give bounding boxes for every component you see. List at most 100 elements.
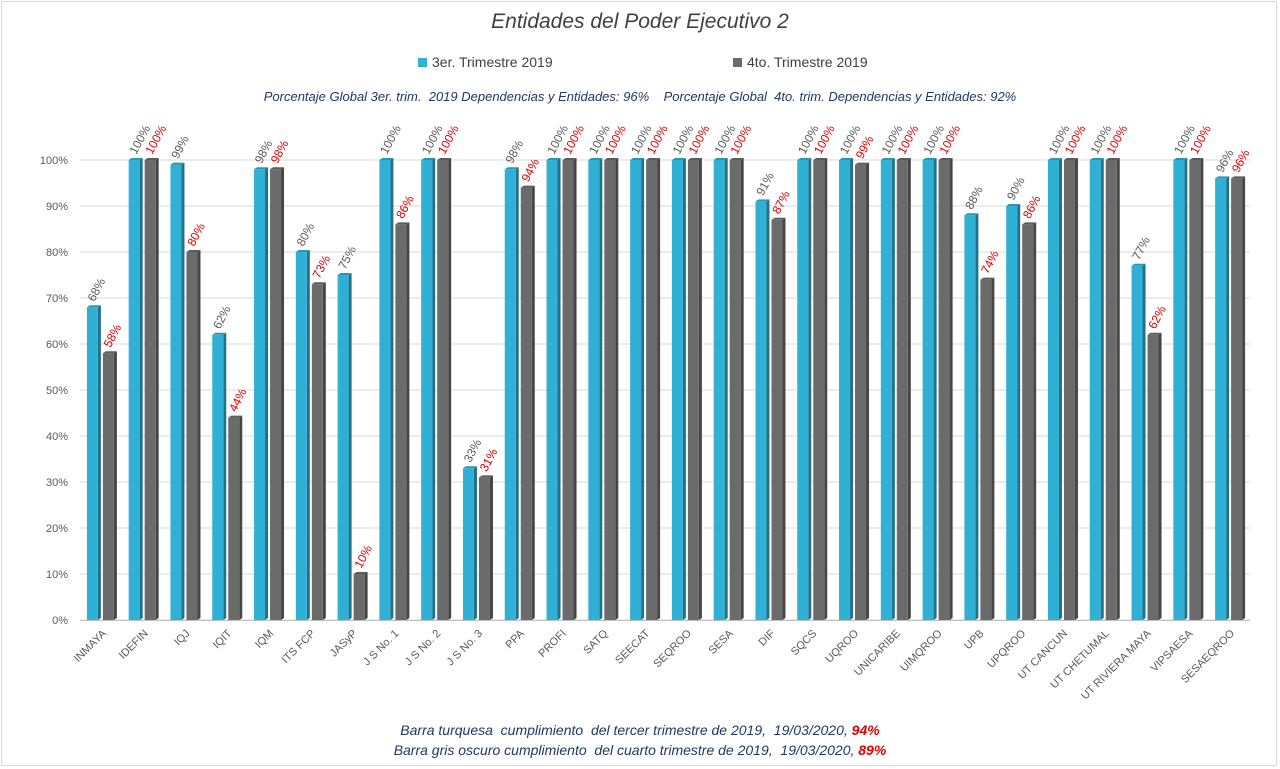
bar-side [531,185,535,620]
bar-top [170,162,185,165]
bar-top [1147,332,1162,335]
x-tick-label: DIF [757,627,778,648]
y-tick-label: 80% [46,247,68,259]
x-tick-label: IQIT [211,627,235,651]
x-tick-label: UQROO [823,627,861,665]
bar-3er [839,160,851,620]
bar-top [353,572,368,574]
x-tick-label: SESA [707,627,737,657]
bar-side [239,415,243,620]
x-tick-label: UPB [962,628,986,652]
legend-swatch-3er [418,58,427,67]
bar-4to [980,279,992,620]
bar-3er [797,160,809,620]
bar-top [546,158,561,160]
bar-4to [938,160,950,620]
bar-top [880,158,895,160]
bar-side [181,162,185,620]
bar-top [1089,158,1104,160]
data-label: 86% [1020,193,1044,221]
bar-side [364,572,368,620]
y-tick-label: 30% [46,477,68,489]
bar-3er [1047,160,1059,620]
x-tick-label: SATQ [581,627,610,656]
bar-3er [880,160,892,620]
x-tick-label: INMAYA [72,627,110,665]
bar-top [1047,158,1062,160]
bar-side [866,162,870,620]
bar-top [437,158,452,160]
bar-4to [1147,334,1159,620]
bar-side [348,273,352,620]
bar-top [86,305,101,308]
bar-3er [1131,265,1143,620]
bar-4to [478,477,490,620]
bar-side [698,158,702,620]
bar-3er [755,201,767,620]
bar-side [557,158,561,620]
data-label: 62% [1145,303,1169,331]
bar-4to [1189,160,1201,620]
bar-side [473,466,477,620]
bar-4to [771,219,783,621]
footer-line-2-text: Barra gris oscuro cumplimiento del cuart… [393,742,855,758]
bar-side [657,158,661,620]
bar-3er [1173,160,1185,620]
x-tick-label: SEQROO [651,627,694,670]
data-label: 58% [101,322,125,350]
y-tick-label: 100% [40,155,68,167]
legend: 3er. Trimestre 2019 4to. Trimestre 2019 [0,54,1280,74]
bar-side [448,158,452,620]
data-label: 91% [753,170,777,198]
bar-top [102,351,117,354]
bar-4to [729,160,741,620]
bar-side [907,158,911,620]
bar-side [515,167,519,620]
data-label: 77% [1129,234,1153,262]
bar-side [265,167,269,620]
bar-3er [86,307,98,620]
bar-side [1017,204,1021,620]
footer-line-2-pct: 89% [858,742,887,758]
x-tick-label: PROFI [536,628,568,660]
bar-side [432,158,436,620]
bar-3er [379,160,391,620]
bar-top [337,273,352,275]
bar-top [729,158,744,160]
bar-top [379,158,394,160]
legend-item-3er: 3er. Trimestre 2019 [418,54,553,70]
bar-side [223,332,227,620]
bar-side [949,158,953,620]
x-tick-label: J S No. 1 [361,628,401,668]
bar-3er [671,160,683,620]
bar-side [850,158,854,620]
bar-side [390,158,394,620]
bar-3er [128,160,140,620]
bar-3er [922,160,934,620]
bar-top [797,158,812,160]
bar-top [588,158,603,160]
bar-3er [964,215,976,620]
bar-4to [604,160,616,620]
bar-side [1058,158,1062,620]
bar-side [489,475,493,620]
x-tick-label: J S No. 3 [445,628,485,668]
bar-top [395,222,410,225]
bar-top [980,277,995,280]
x-tick-label: PPA [503,627,527,651]
bar-side [281,167,285,620]
bar-3er [1215,178,1227,620]
bar-4to [687,160,699,620]
bar-side [1074,158,1078,620]
x-tick-label: SEECAT [613,627,652,666]
bar-4to [186,252,198,620]
y-tick-label: 40% [46,431,68,443]
bar-top [1105,158,1120,160]
bar-3er [170,164,182,620]
bar-side [406,222,410,620]
bar-side [573,158,577,620]
bar-3er [421,160,433,620]
bar-3er [254,169,266,620]
